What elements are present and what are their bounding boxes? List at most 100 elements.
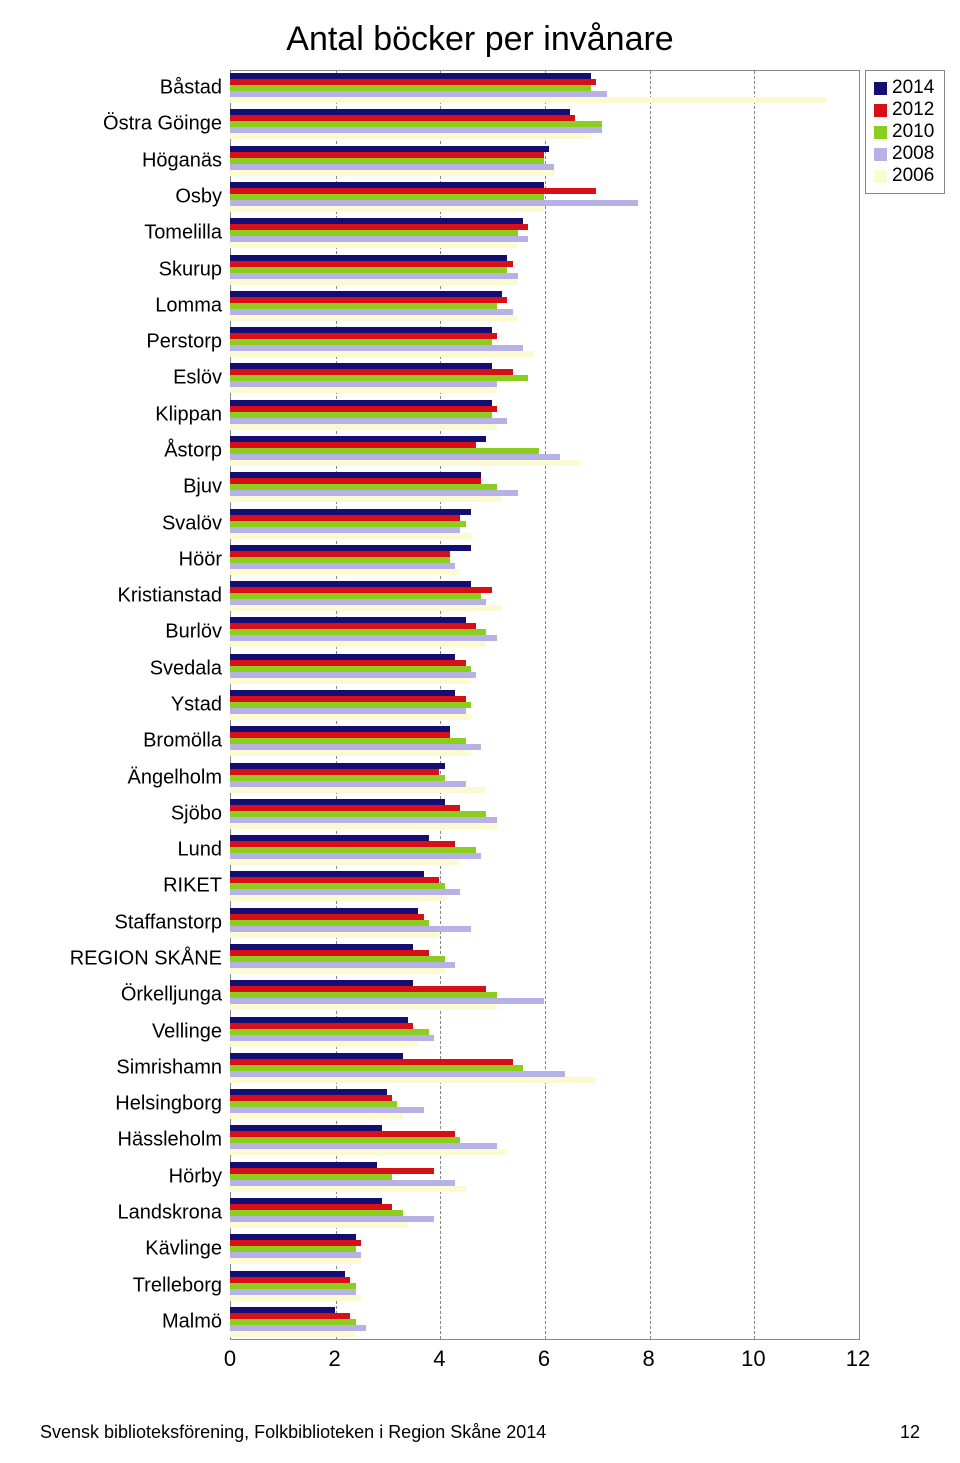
category-label: Lund (0, 839, 222, 862)
chart-row: Bjuv (0, 469, 960, 505)
bar-group (230, 868, 860, 904)
chart-row: Örkelljunga (0, 977, 960, 1013)
category-label: Östra Göinge (0, 113, 222, 136)
bar-2006 (230, 932, 439, 938)
bar-group (230, 796, 860, 832)
bar-2006 (230, 895, 445, 901)
legend-swatch (874, 148, 887, 161)
chart-row: Helsingborg (0, 1086, 960, 1122)
chart-legend: 20142012201020082006 (865, 70, 945, 194)
chart-row: Kristianstad (0, 578, 960, 614)
legend-entry: 2006 (874, 166, 936, 187)
bar-2006 (230, 242, 518, 248)
footer-text: Svensk biblioteksförening, Folkbibliotek… (40, 1422, 546, 1443)
category-label: Tomelilla (0, 222, 222, 245)
bar-2006 (230, 968, 445, 974)
chart-row: Simrishamn (0, 1050, 960, 1086)
bar-group (230, 905, 860, 941)
bar-2006 (230, 1149, 507, 1155)
bar-group (230, 651, 860, 687)
chart-row: Ängelholm (0, 759, 960, 795)
chart-row: Lund (0, 832, 960, 868)
category-label: RIKET (0, 875, 222, 898)
bar-2006 (230, 605, 502, 611)
category-label: Bromölla (0, 730, 222, 753)
bar-group (230, 251, 860, 287)
chart-row: Svalöv (0, 505, 960, 541)
category-label: Sjöbo (0, 802, 222, 825)
x-axis-tick: 12 (846, 1346, 870, 1372)
chart-row: Hässleholm (0, 1122, 960, 1158)
bar-group (230, 360, 860, 396)
category-label: Eslöv (0, 367, 222, 390)
category-label: Båstad (0, 77, 222, 100)
bar-group (230, 614, 860, 650)
bar-2006 (230, 1295, 361, 1301)
category-label: Bjuv (0, 476, 222, 499)
bar-group (230, 1231, 860, 1267)
bar-group (230, 288, 860, 324)
category-label: Klippan (0, 403, 222, 426)
category-label: REGION SKÅNE (0, 947, 222, 970)
chart-row: Klippan (0, 397, 960, 433)
legend-label: 2014 (892, 78, 934, 99)
legend-label: 2012 (892, 100, 934, 121)
bar-2006 (230, 1004, 497, 1010)
bar-group (230, 1304, 860, 1340)
legend-entry: 2008 (874, 144, 936, 165)
category-label: Lomma (0, 294, 222, 317)
bar-group (230, 324, 860, 360)
category-label: Ängelholm (0, 766, 222, 789)
bar-group (230, 687, 860, 723)
category-label: Kävlinge (0, 1238, 222, 1261)
bar-2006 (230, 714, 471, 720)
bar-group (230, 759, 860, 795)
chart-row: Vellinge (0, 1013, 960, 1049)
bar-group (230, 505, 860, 541)
legend-entry: 2014 (874, 78, 936, 99)
category-label: Hässleholm (0, 1129, 222, 1152)
chart-row: Bromölla (0, 723, 960, 759)
bar-group (230, 70, 860, 106)
page-number: 12 (900, 1422, 920, 1443)
bar-group (230, 179, 860, 215)
bar-2006 (230, 279, 518, 285)
chart-row: Skurup (0, 251, 960, 287)
page-footer: Svensk biblioteksförening, Folkbibliotek… (40, 1422, 920, 1443)
chart-row: Båstad (0, 70, 960, 106)
bar-2006 (230, 170, 554, 176)
bar-group (230, 1050, 860, 1086)
bar-2006 (230, 1113, 403, 1119)
bar-2006 (230, 460, 581, 466)
x-axis-tick: 10 (741, 1346, 765, 1372)
chart-row: Ystad (0, 687, 960, 723)
chart-row: Tomelilla (0, 215, 960, 251)
bar-group (230, 578, 860, 614)
x-axis-tick: 6 (538, 1346, 550, 1372)
chart-row: Trelleborg (0, 1267, 960, 1303)
chart-title: Antal böcker per invånare (0, 20, 960, 59)
bar-2006 (230, 387, 497, 393)
bar-2006 (230, 678, 471, 684)
chart-row: Hörby (0, 1159, 960, 1195)
chart-row: Svedala (0, 651, 960, 687)
bar-2006 (230, 787, 486, 793)
bar-group (230, 397, 860, 433)
chart-row: Höör (0, 542, 960, 578)
legend-label: 2008 (892, 144, 934, 165)
chart-row: Kävlinge (0, 1231, 960, 1267)
bar-2006 (230, 424, 497, 430)
bar-2006 (230, 206, 544, 212)
bar-2006 (230, 1222, 408, 1228)
bar-2006 (230, 823, 497, 829)
chart-row: RIKET (0, 868, 960, 904)
bar-group (230, 469, 860, 505)
bar-group (230, 941, 860, 977)
legend-entry: 2010 (874, 122, 936, 143)
category-label: Örkelljunga (0, 984, 222, 1007)
category-label: Malmö (0, 1310, 222, 1333)
category-label: Staffanstorp (0, 911, 222, 934)
bar-2006 (230, 133, 591, 139)
bar-2006 (230, 1186, 466, 1192)
chart-row: Landskrona (0, 1195, 960, 1231)
